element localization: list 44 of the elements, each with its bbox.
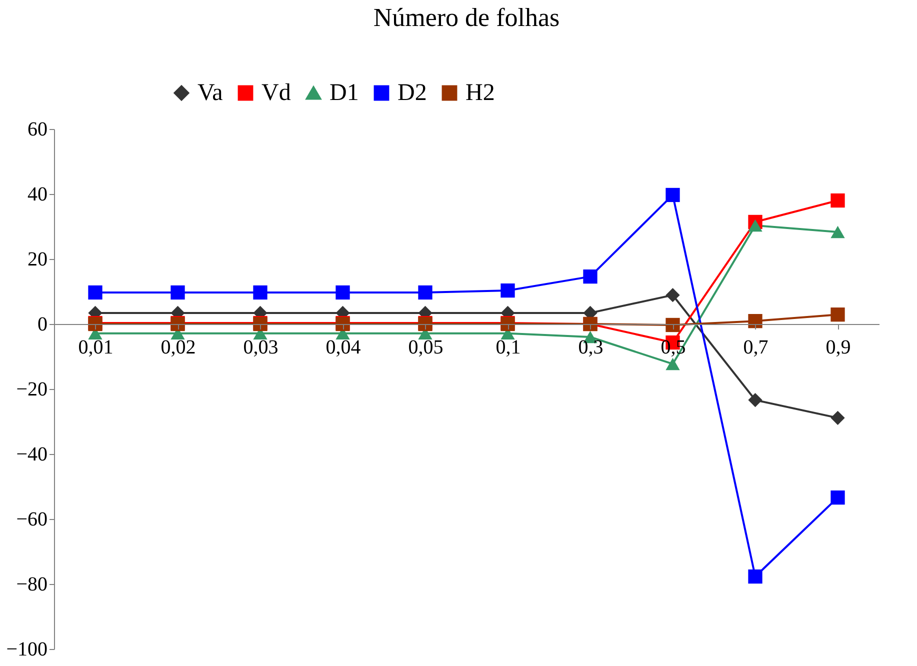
y-tick-label: 0 xyxy=(38,314,48,336)
legend-label: D2 xyxy=(398,80,427,106)
point xyxy=(170,285,185,300)
x-tick-label: 0,04 xyxy=(326,336,361,358)
legend-label: H2 xyxy=(466,80,495,106)
point xyxy=(666,358,680,370)
x-tick-label: 0,03 xyxy=(243,336,278,358)
point xyxy=(830,490,845,505)
point xyxy=(830,410,845,425)
y-tick-label: 20 xyxy=(28,248,48,270)
point xyxy=(88,285,102,300)
point xyxy=(583,269,598,284)
point xyxy=(253,285,268,300)
point xyxy=(830,226,845,238)
y-tick-label: 40 xyxy=(28,184,48,206)
point xyxy=(666,288,680,302)
point xyxy=(830,308,845,322)
point xyxy=(830,193,845,208)
x-tick-label: 0,7 xyxy=(743,336,768,358)
x-tick-label: 0,05 xyxy=(408,336,444,358)
x-tick-label: 0,3 xyxy=(578,336,604,358)
legend-label: Vd xyxy=(262,80,291,106)
legend-label: D1 xyxy=(330,80,359,106)
x-tick-label: 0,9 xyxy=(826,336,851,358)
chart-title: Número de folhas xyxy=(373,3,560,32)
point xyxy=(748,569,762,584)
point xyxy=(418,285,432,300)
point xyxy=(666,188,680,202)
legend-label: Va xyxy=(198,80,224,106)
x-tick-label: 0,02 xyxy=(160,336,196,358)
point xyxy=(500,283,515,298)
y-tick-label: −20 xyxy=(16,378,48,400)
point xyxy=(748,219,762,232)
point xyxy=(748,392,762,408)
point xyxy=(666,318,680,332)
point xyxy=(748,314,762,328)
y-tick-label: 60 xyxy=(28,118,48,140)
y-tick-label: −40 xyxy=(16,444,48,466)
y-tick-label: −60 xyxy=(16,508,48,530)
point xyxy=(336,285,350,300)
y-tick-label: −80 xyxy=(16,574,48,596)
x-tick-label: 0,01 xyxy=(78,336,114,358)
x-tick-label: 0,1 xyxy=(496,336,521,358)
y-tick-label: −100 xyxy=(6,638,48,660)
